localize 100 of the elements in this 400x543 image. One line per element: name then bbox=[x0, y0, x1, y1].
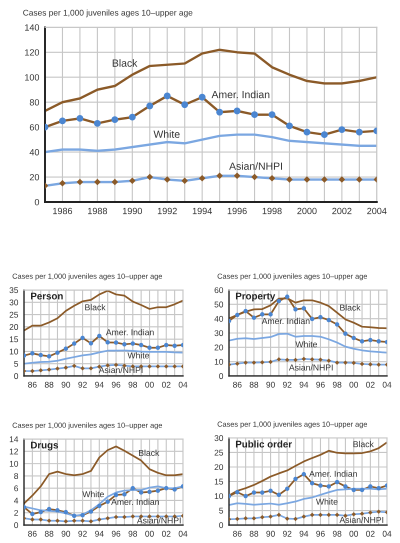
series-label: White bbox=[295, 341, 318, 348]
y-tick-label: 0 bbox=[219, 373, 224, 380]
x-tick-label: 92 bbox=[282, 530, 292, 537]
x-tick-label: 04 bbox=[382, 530, 392, 537]
x-tick-label: 94 bbox=[95, 382, 104, 388]
y-axis-title: Cases per 1,000 juveniles ages 10–upper age bbox=[23, 10, 192, 18]
x-tick-label: 00 bbox=[145, 382, 154, 388]
x-tick-label: 88 bbox=[44, 382, 54, 388]
x-tick-label: 96 bbox=[316, 382, 325, 388]
series-label: Black bbox=[340, 304, 361, 311]
x-tick-label: 98 bbox=[332, 530, 342, 537]
x-tick-label: 96 bbox=[316, 530, 325, 537]
x-tick-label: 88 bbox=[250, 382, 258, 388]
chart-title: Drugs bbox=[31, 442, 58, 450]
y-tick-label: 60 bbox=[30, 124, 40, 130]
x-tick-label: 1998 bbox=[262, 208, 282, 214]
x-tick-label: 98 bbox=[128, 530, 138, 537]
y-tick-label: 0 bbox=[219, 522, 224, 528]
x-tick-label: 00 bbox=[349, 382, 358, 388]
y-tick-label: 40 bbox=[214, 316, 224, 322]
x-tick-label: 86 bbox=[28, 382, 37, 388]
series-label: Black bbox=[112, 59, 138, 67]
y-tick-label: 120 bbox=[25, 49, 40, 56]
x-tick-label: 1990 bbox=[122, 208, 142, 214]
y-tick-label: 30 bbox=[214, 435, 224, 442]
x-tick-label: 86 bbox=[233, 530, 242, 537]
x-tick-label: 04 bbox=[178, 382, 188, 388]
y-tick-label: 0 bbox=[14, 373, 18, 380]
y-tick-label: 35 bbox=[9, 287, 18, 294]
y-tick-label: 50 bbox=[214, 302, 224, 308]
y-tick-label: 25 bbox=[214, 450, 224, 456]
y-tick-label: 30 bbox=[214, 330, 224, 336]
x-tick-label: 2004 bbox=[367, 208, 387, 214]
series-label: Amer. Indian bbox=[262, 318, 310, 324]
x-tick-label: 90 bbox=[266, 382, 275, 388]
series-label: Asian/NHPI bbox=[98, 366, 142, 374]
y-tick-label: 8 bbox=[14, 473, 18, 480]
y-tick-label: 30 bbox=[9, 299, 18, 306]
series-label: Asian/NHPI bbox=[339, 516, 384, 523]
series-label: Amer. Indian bbox=[309, 470, 357, 477]
y-tick-label: 10 bbox=[10, 348, 18, 355]
series-label: Black bbox=[138, 450, 160, 456]
y-tick-label: 60 bbox=[214, 287, 224, 294]
x-tick-label: 86 bbox=[233, 382, 242, 388]
x-tick-label: 90 bbox=[266, 530, 275, 537]
series-label: Amer. Indian bbox=[111, 498, 159, 505]
y-tick-label: 20 bbox=[214, 464, 224, 470]
x-tick-label: 96 bbox=[112, 382, 120, 388]
y-tick-label: 25 bbox=[10, 312, 18, 318]
x-tick-label: 1996 bbox=[228, 208, 247, 214]
x-tick-label: 98 bbox=[332, 382, 342, 388]
y-tick-label: 140 bbox=[25, 24, 40, 31]
y-tick-label: 10 bbox=[214, 358, 224, 365]
series-label: Amer. Indian bbox=[106, 328, 154, 336]
y-tick-label: 80 bbox=[30, 99, 40, 106]
y-tick-label: 0 bbox=[34, 198, 40, 206]
y-tick-label: 0 bbox=[14, 522, 18, 528]
series-label: Black bbox=[85, 304, 106, 310]
y-tick-label: 2 bbox=[14, 510, 18, 516]
series-label: White bbox=[82, 490, 104, 498]
x-tick-label: 02 bbox=[366, 382, 375, 388]
x-tick-label: 1994 bbox=[192, 208, 212, 214]
x-tick-label: 86 bbox=[28, 530, 37, 537]
series-label: White bbox=[128, 352, 150, 359]
y-tick-label: 10 bbox=[214, 493, 224, 500]
chart-title: Person bbox=[31, 292, 63, 300]
series-label: White bbox=[154, 130, 180, 138]
x-tick-label: 94 bbox=[300, 382, 308, 388]
chart-title: Public order bbox=[236, 440, 292, 448]
series-label: Asian/NHPI bbox=[288, 364, 333, 371]
y-tick-label: 14 bbox=[10, 436, 18, 442]
x-tick-label: 00 bbox=[145, 530, 154, 537]
x-tick-label: 90 bbox=[62, 382, 70, 388]
x-tick-label: 04 bbox=[178, 530, 188, 537]
x-tick-label: 1988 bbox=[88, 208, 108, 214]
y-tick-label: 20 bbox=[10, 324, 18, 330]
y-tick-label: 10 bbox=[10, 460, 18, 467]
y-tick-label: 15 bbox=[214, 478, 224, 485]
x-tick-label: 00 bbox=[349, 530, 358, 537]
x-tick-label: 2002 bbox=[332, 208, 352, 214]
y-tick-label: 100 bbox=[25, 74, 40, 81]
series-label: Asian/NHPI bbox=[229, 162, 282, 170]
series-label: Black bbox=[353, 440, 374, 448]
y-tick-label: 12 bbox=[10, 448, 18, 454]
y-tick-label: 40 bbox=[30, 149, 40, 156]
x-tick-label: 88 bbox=[250, 530, 258, 537]
series-label: Amer. Indian bbox=[212, 90, 270, 98]
series-label: White bbox=[316, 498, 338, 505]
x-tick-label: 94 bbox=[300, 530, 308, 537]
y-tick-label: 20 bbox=[30, 174, 40, 180]
y-tick-label: 6 bbox=[14, 485, 18, 492]
x-tick-label: 92 bbox=[78, 530, 87, 537]
x-tick-label: 92 bbox=[78, 382, 87, 388]
x-tick-label: 02 bbox=[162, 382, 170, 388]
y-tick-label: 4 bbox=[14, 498, 18, 504]
y-tick-label: 5 bbox=[219, 508, 224, 514]
x-tick-label: 04 bbox=[382, 382, 392, 388]
y-tick-label: 5 bbox=[14, 360, 18, 367]
x-tick-label: 1992 bbox=[158, 208, 177, 214]
x-tick-label: 98 bbox=[128, 382, 138, 388]
